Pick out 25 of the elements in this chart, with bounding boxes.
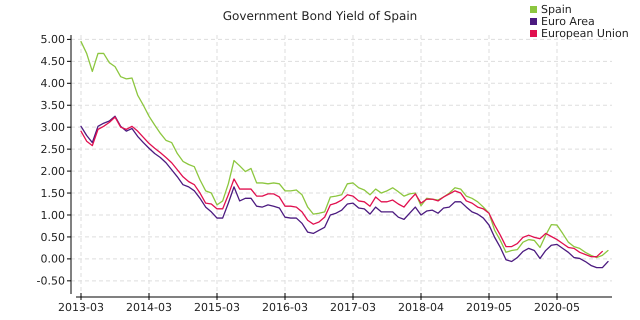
x-tick-label: 2013-03 xyxy=(58,301,104,314)
y-tick-label: 1.50 xyxy=(40,186,65,200)
y-tick-label: -0.50 xyxy=(36,274,65,288)
x-tick-label: 2016-03 xyxy=(262,301,308,314)
x-tick-label: 2017-03 xyxy=(330,301,376,314)
y-tick-label: 0.00 xyxy=(40,252,65,266)
legend-label: Euro Area xyxy=(541,15,595,28)
y-tick-label: 3.00 xyxy=(40,121,65,134)
y-tick-label: 5.00 xyxy=(40,33,65,46)
x-tick-label: 2020-05 xyxy=(534,301,580,314)
y-tick-label: 2.50 xyxy=(40,142,65,156)
legend-label: Spain xyxy=(541,3,572,16)
y-tick-label: 4.50 xyxy=(40,55,65,68)
chart-title: Government Bond Yield of Spain xyxy=(222,9,418,23)
x-tick-label: 2014-03 xyxy=(126,301,172,314)
y-tick-label: 1.00 xyxy=(40,208,65,222)
y-tick-label: 3.50 xyxy=(40,99,65,112)
legend-label: European Union xyxy=(541,27,629,40)
y-tick-label: 0.50 xyxy=(40,230,65,244)
line-series xyxy=(80,40,609,258)
y-tick-label: 2.00 xyxy=(40,164,65,178)
x-tick-label: 2015-03 xyxy=(194,301,240,314)
x-tick-label: 2018-04 xyxy=(398,301,444,314)
y-tick-label: 4.00 xyxy=(40,77,65,90)
x-tick-label: 2019-05 xyxy=(466,301,512,314)
